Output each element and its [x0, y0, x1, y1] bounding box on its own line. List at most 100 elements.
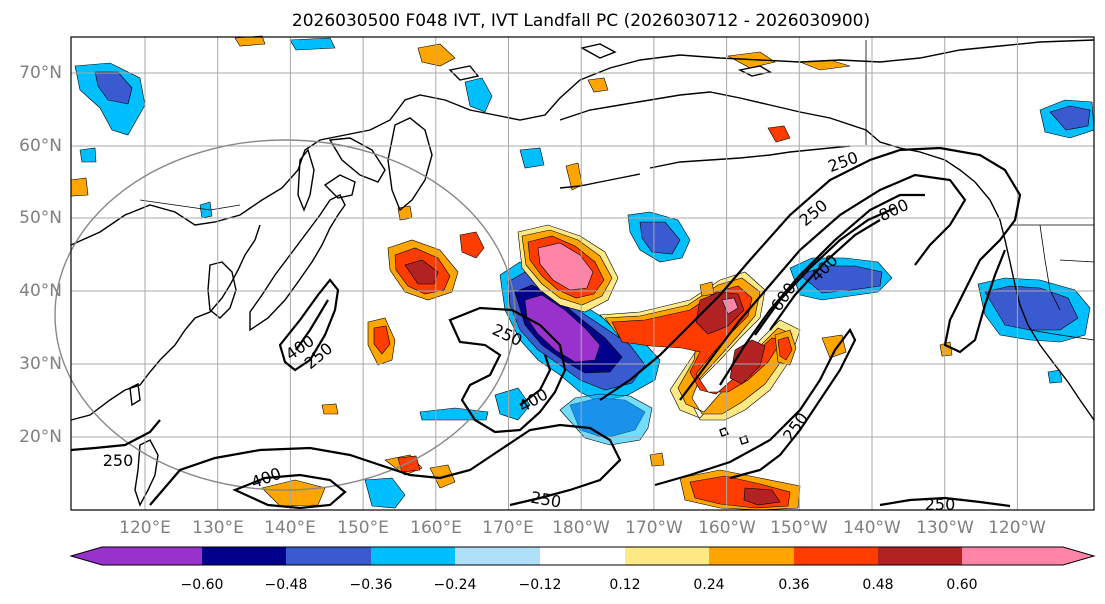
coast-sakhalin	[297, 148, 315, 212]
shade-neg-nw-corner-core	[94, 71, 133, 105]
colorbar-segment	[286, 547, 371, 565]
shade-neg-aleutian-core	[639, 221, 681, 255]
ivt-contour-250-ar-lower	[654, 327, 857, 487]
colorbar-segments	[69, 546, 1096, 566]
figure-title: 2026030500 F048 IVT, IVT Landfall PC (20…	[292, 11, 870, 31]
lon-label: 130°W	[916, 518, 974, 538]
map-frame	[70, 36, 1095, 511]
lon-label: 140°E	[264, 518, 316, 538]
shade-pos-east-jet-red	[777, 336, 793, 361]
ivt-contour-400-japan	[295, 299, 329, 351]
shade-pos-ne-small	[821, 334, 847, 359]
lon-label: 160°E	[410, 518, 462, 538]
lat-label: 20°N	[19, 427, 62, 447]
colorbar-tick-label: −0.48	[265, 577, 308, 593]
shade-pos-southeast-1	[649, 452, 665, 467]
shade-pos-arctic-1	[417, 43, 456, 67]
shade-neg-tiny-5	[519, 147, 545, 169]
shade-pos-south-left	[261, 479, 326, 507]
shade-pos-japan-south-red	[373, 325, 391, 355]
map-panel: 250 250 800 400 600 250 400 250 400 250 …	[54, 35, 1095, 514]
colorbar-tick-label: 0.24	[693, 577, 724, 593]
landfall-region-circle	[54, 139, 516, 491]
lon-label: 160°W	[698, 518, 756, 538]
coast-aleutians	[559, 173, 641, 189]
lat-label: 50°N	[19, 208, 62, 228]
lon-label: 180°W	[552, 518, 610, 538]
colorbar-segment	[625, 547, 709, 565]
colorbar-segment	[540, 547, 625, 565]
shade-pos-se-small	[939, 341, 953, 357]
lon-label: 120°E	[119, 518, 171, 538]
shade-neg-south-blob-edge	[559, 393, 653, 446]
colorbar-tick-label: −0.60	[181, 577, 224, 593]
colorbar-segment	[962, 547, 1094, 565]
shade-neg-tiny-3	[1047, 369, 1063, 384]
colorbar-tick-label: 0.36	[778, 577, 809, 593]
coastlines	[70, 39, 1095, 507]
colorbar-tick-label: 0.48	[862, 577, 893, 593]
ivt-contour-400-south	[232, 473, 347, 510]
lat-label: 30°N	[19, 354, 62, 374]
shade-pos-w-pacific-pink	[537, 242, 594, 291]
borders	[139, 40, 1095, 341]
longitude-labels: 120°E 130°E 140°E 150°E 160°E 170°E 180°…	[119, 518, 1046, 538]
shade-neg-siberia	[464, 77, 493, 113]
coast-east-asia-south	[70, 224, 261, 421]
shade-neg-south-small	[364, 477, 406, 509]
colorbar-tick-label: −0.24	[434, 577, 477, 593]
colorbar: −0.60 −0.48 −0.36 −0.24 −0.12 0.12 0.24 …	[69, 546, 1096, 593]
ivt-contour-inner-ar	[769, 219, 881, 331]
colorbar-segment	[794, 547, 878, 565]
coast-philippines	[134, 439, 159, 507]
lat-label: 70°N	[19, 63, 62, 83]
ivt-contour-250-japan	[278, 278, 340, 372]
coast-asia-mainland	[70, 39, 1095, 246]
colorbar-segment	[202, 547, 286, 565]
colorbar-tick-label: 0.12	[609, 577, 640, 593]
ivt-contours	[70, 146, 1022, 510]
shade-neg-tiny-1	[199, 201, 213, 219]
coast-north-america-west	[1009, 261, 1095, 421]
shade-pos-gulf-alaska	[767, 125, 791, 143]
shade-neg-tiny-2	[79, 147, 97, 163]
lon-label: 170°W	[625, 518, 683, 538]
coast-alaska-peninsula	[649, 145, 851, 169]
ivt-contour-400-central	[519, 354, 552, 406]
colorbar-segment	[455, 547, 540, 565]
lon-label: 130°E	[192, 518, 244, 538]
ivt-contour-250-central	[448, 306, 567, 434]
border-inland-1	[1039, 224, 1061, 311]
shade-pos-small-red	[459, 231, 485, 259]
ivt-contour-600-ar	[719, 193, 925, 386]
pc-shading	[70, 35, 1095, 511]
shade-pos-jet-darkred-2	[729, 339, 766, 385]
contour-label: 250	[925, 495, 956, 514]
ivt-contour-400-ar	[679, 173, 967, 401]
lon-label: 120°W	[988, 518, 1046, 538]
coast-korea	[207, 261, 237, 319]
ivt-contour-250-south	[149, 423, 622, 507]
colorbar-outline	[69, 546, 1096, 566]
lon-label: 150°E	[337, 518, 389, 538]
coast-japan	[249, 194, 346, 332]
lon-label: 140°W	[843, 518, 901, 538]
ivt-contour-800-ar	[754, 206, 896, 336]
colorbar-tick-label: −0.12	[519, 577, 562, 593]
coast-kamchatka	[387, 117, 433, 212]
shade-neg-tiny-4	[289, 37, 336, 51]
shade-pos-south-darkred	[743, 487, 781, 506]
colorbar-segment	[371, 547, 455, 565]
lat-label: 40°N	[19, 281, 62, 301]
shade-neg-mid-small	[494, 387, 531, 421]
border-inland-2	[1059, 259, 1095, 263]
shade-pos-arctic-5	[587, 77, 609, 93]
colorbar-tick-label: −0.36	[350, 577, 393, 593]
colorbar-segment	[71, 547, 202, 565]
ivt-contour-250-ar	[599, 146, 1022, 401]
coast-hokkaido	[323, 174, 356, 199]
shade-neg-ne-pacific-core	[799, 265, 883, 294]
shade-pos-jet-pink	[721, 297, 739, 315]
latitude-labels: 70°N 60°N 50°N 40°N 30°N 20°N	[19, 63, 62, 447]
